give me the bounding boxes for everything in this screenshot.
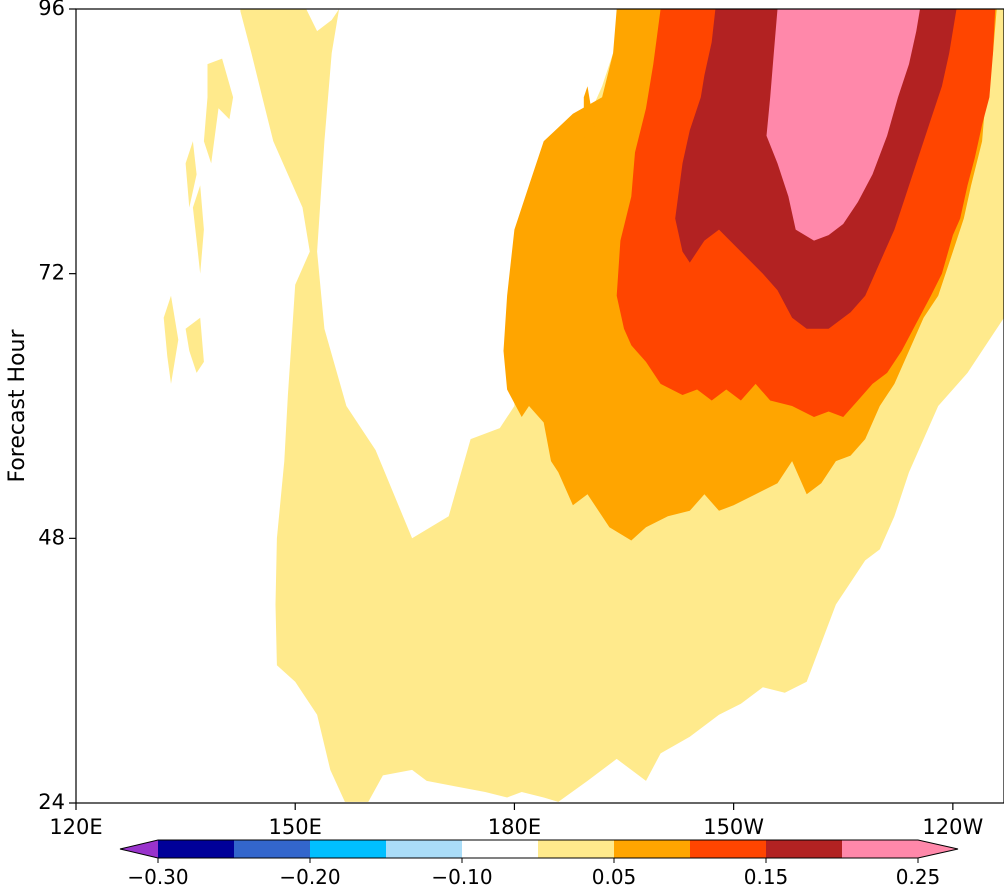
colorbar-swatch <box>310 840 387 858</box>
colorbar-swatch <box>690 840 767 858</box>
colorbar-extend-low <box>120 840 158 858</box>
colorbar-swatch <box>158 840 235 858</box>
colorbar-swatch <box>234 840 311 858</box>
x-tick-label: 120W <box>922 815 983 839</box>
contour-region-7 <box>185 141 197 208</box>
contour-region-9 <box>163 295 179 384</box>
colorbar-swatch <box>614 840 691 858</box>
contour-region-10 <box>185 317 204 373</box>
colorbar-swatch <box>462 840 539 858</box>
contour-region-5 <box>583 86 595 186</box>
colorbar-tick-label: 0.25 <box>896 865 941 889</box>
plot-frame <box>75 8 1004 804</box>
colorbar-extend-high <box>918 840 958 858</box>
colorbar: −0.30 −0.20 −0.10 0.05 0.15 0.25 <box>119 839 959 889</box>
colorbar-swatch <box>386 840 463 858</box>
colorbar-tick-label: −0.20 <box>279 865 340 889</box>
y-tick-label: 96 <box>38 0 65 20</box>
colorbar-tick-label: 0.15 <box>744 865 789 889</box>
contour-regions <box>163 9 1004 802</box>
x-tick-label: 120E <box>49 815 102 839</box>
x-axis: 120E 150E 180E 150W 120W <box>49 803 984 839</box>
y-tick-label: 24 <box>38 790 65 814</box>
colorbar-swatch <box>766 840 843 858</box>
x-tick-label: 180E <box>488 815 541 839</box>
colorbar-tick-label: −0.30 <box>127 865 188 889</box>
y-tick-label: 72 <box>38 261 65 285</box>
colorbar-tick-label: 0.05 <box>592 865 637 889</box>
colorbar-swatch <box>842 840 919 858</box>
colorbar-swatch <box>538 840 615 858</box>
x-tick-label: 150W <box>703 815 764 839</box>
contour-region-4 <box>766 9 920 241</box>
y-tick-label: 48 <box>38 525 65 549</box>
x-tick-label: 150E <box>269 815 322 839</box>
contour-region-6 <box>203 58 234 164</box>
contour-region-8 <box>192 185 204 274</box>
colorbar-tick-label: −0.10 <box>431 865 492 889</box>
y-axis: 24 48 72 96 <box>38 0 76 814</box>
y-axis-label: Forecast Hour <box>5 329 30 483</box>
